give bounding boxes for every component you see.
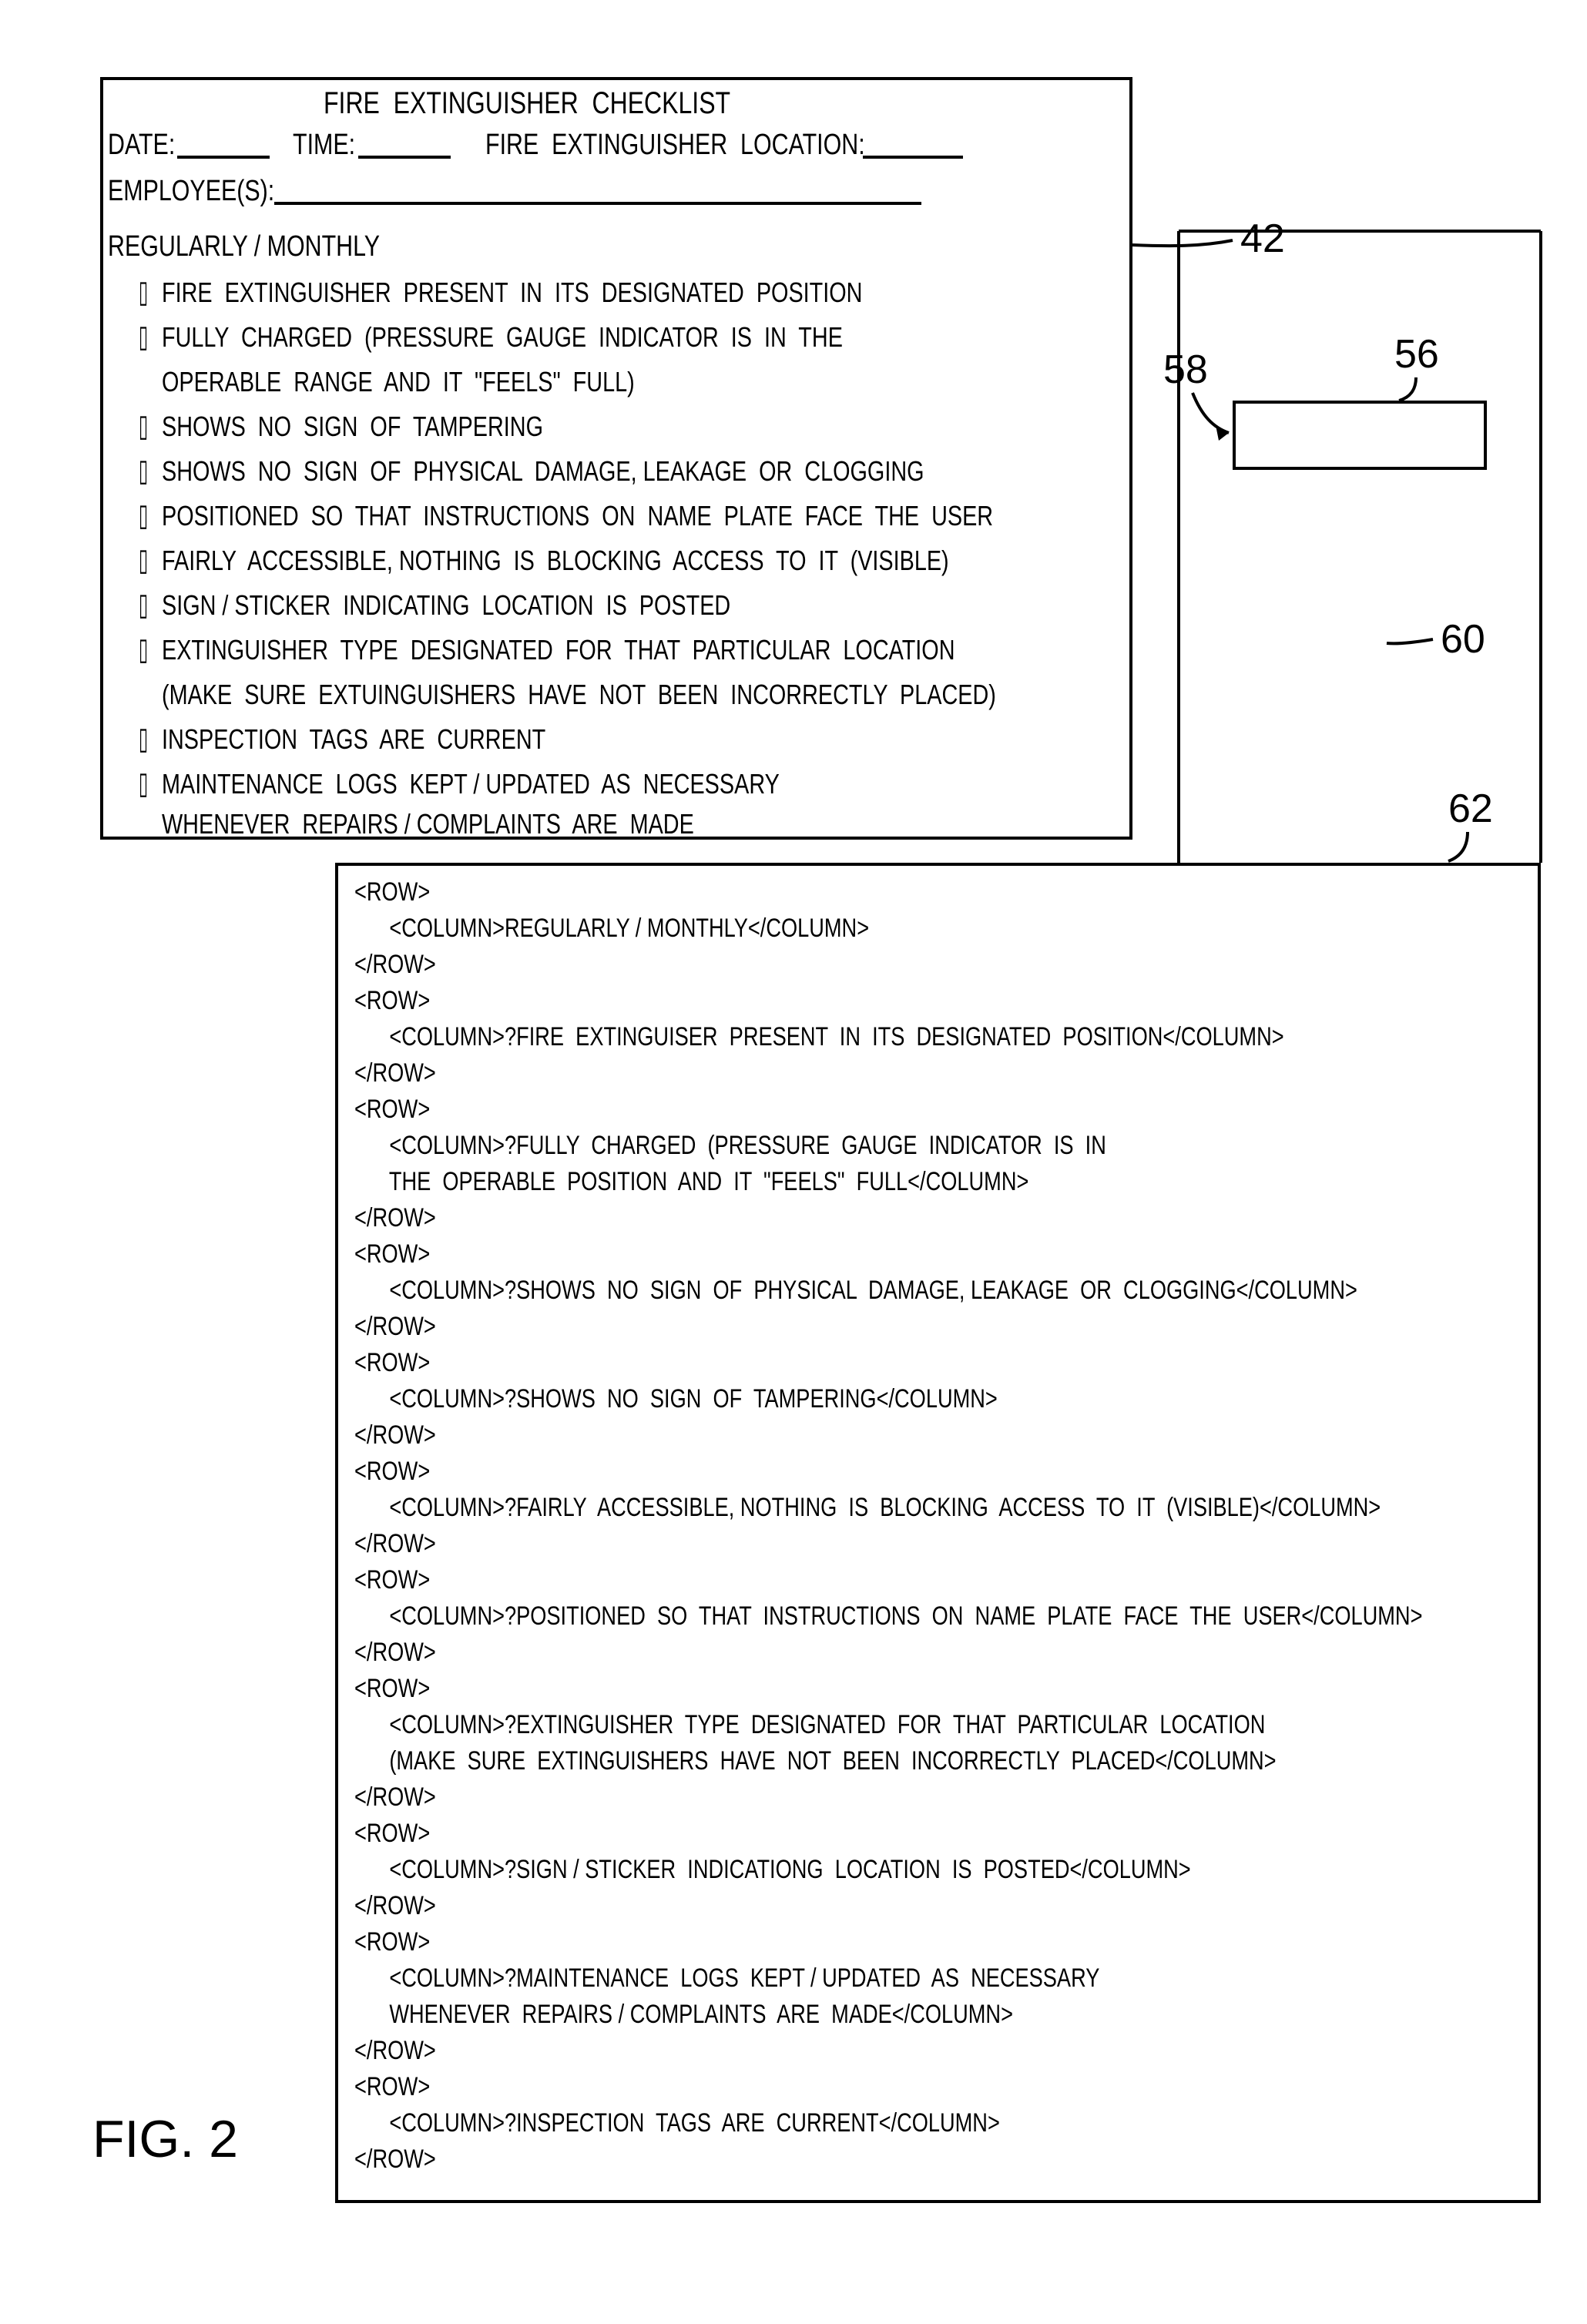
xml-line: <ROW>	[354, 1566, 430, 1595]
emp-line[interactable]	[274, 202, 921, 205]
checkbox-icon[interactable]: ▯	[139, 498, 148, 533]
callout-60: 60	[1441, 616, 1485, 662]
figure-label: FIG. 2	[92, 2111, 238, 2168]
time-label: TIME:	[293, 129, 355, 162]
xml-line: </ROW>	[354, 2037, 436, 2065]
check-item: FULLY CHARGED (PRESSURE GAUGE INDICATOR …	[162, 322, 843, 353]
section-label: REGULARLY / MONTHLY	[108, 231, 380, 263]
check-item: EXTINGUISHER TYPE DESIGNATED FOR THAT PA…	[162, 635, 955, 666]
xml-line: <ROW>	[354, 878, 430, 907]
xml-line: </ROW>	[354, 2145, 436, 2174]
side-box-56	[1233, 401, 1487, 470]
check-item: SHOWS NO SIGN OF TAMPERING	[162, 411, 543, 442]
check-item: MAINTENANCE LOGS KEPT / UPDATED AS NECES…	[162, 769, 780, 800]
xml-line: <ROW>	[354, 1457, 430, 1486]
xml-line: <COLUMN>REGULARLY / MONTHLY</COLUMN>	[354, 914, 869, 943]
xml-line: <COLUMN>?FAIRLY ACCESSIBLE, NOTHING IS B…	[354, 1494, 1381, 1522]
xml-line: <COLUMN>?INSPECTION TAGS ARE CURRENT</CO…	[354, 2109, 1000, 2138]
check-item-cont: WHENEVER REPAIRS / COMPLAINTS ARE MADE	[162, 809, 694, 840]
xml-line: <ROW>	[354, 1240, 430, 1269]
callout-56: 56	[1394, 331, 1439, 377]
xml-line: <COLUMN>?MAINTENANCE LOGS KEPT / UPDATED…	[354, 1964, 1099, 1993]
callout-42: 42	[1240, 216, 1285, 262]
checkbox-icon[interactable]: ▯	[139, 721, 148, 756]
xml-line: <COLUMN>?SHOWS NO SIGN OF PHYSICAL DAMAG…	[354, 1276, 1357, 1305]
loc-line[interactable]	[863, 156, 963, 159]
xml-line: <ROW>	[354, 987, 430, 1015]
date-line[interactable]	[177, 156, 270, 159]
loc-label: FIRE EXTINGUISHER LOCATION:	[485, 129, 865, 162]
xml-line: </ROW>	[354, 1204, 436, 1232]
xml-line: </ROW>	[354, 1059, 436, 1088]
xml-line: </ROW>	[354, 1530, 436, 1558]
checkbox-icon[interactable]: ▯	[139, 408, 148, 444]
xml-line: <COLUMN>?EXTINGUISHER TYPE DESIGNATED FO…	[354, 1711, 1265, 1739]
xml-line: <ROW>	[354, 1819, 430, 1848]
xml-line: <COLUMN>?SIGN / STICKER INDICATIONG LOCA…	[354, 1856, 1191, 1884]
xml-line: <COLUMN>?SHOWS NO SIGN OF TAMPERING</COL…	[354, 1385, 998, 1414]
xml-line: </ROW>	[354, 1892, 436, 1920]
check-item-cont: OPERABLE RANGE AND IT "FEELS" FULL)	[162, 367, 635, 397]
xml-line: </ROW>	[354, 1421, 436, 1450]
xml-line: <ROW>	[354, 1095, 430, 1124]
xml-line: (MAKE SURE EXTINGUISHERS HAVE NOT BEEN I…	[354, 1747, 1277, 1776]
xml-line: </ROW>	[354, 1638, 436, 1667]
xml-line: <ROW>	[354, 1675, 430, 1703]
time-line[interactable]	[358, 156, 451, 159]
checkbox-icon[interactable]: ▯	[139, 274, 148, 310]
checkbox-icon[interactable]: ▯	[139, 453, 148, 488]
check-item-cont: (MAKE SURE EXTUINGUISHERS HAVE NOT BEEN …	[162, 679, 996, 710]
checklist-title: FIRE EXTINGUISHER CHECKLIST	[324, 86, 730, 120]
checkbox-icon[interactable]: ▯	[139, 542, 148, 578]
emp-label: EMPLOYEE(S):	[108, 176, 274, 208]
check-item: FIRE EXTINGUISHER PRESENT IN ITS DESIGNA…	[162, 277, 862, 308]
checkbox-icon[interactable]: ▯	[139, 766, 148, 801]
xml-line: </ROW>	[354, 951, 436, 979]
checkbox-icon[interactable]: ▯	[139, 319, 148, 354]
xml-line: <ROW>	[354, 2073, 430, 2101]
check-item: SHOWS NO SIGN OF PHYSICAL DAMAGE, LEAKAG…	[162, 456, 924, 487]
xml-line: </ROW>	[354, 1313, 436, 1341]
xml-line: <COLUMN>?FIRE EXTINGUISER PRESENT IN ITS…	[354, 1023, 1284, 1051]
check-item: POSITIONED SO THAT INSTRUCTIONS ON NAME …	[162, 501, 993, 532]
xml-line: THE OPERABLE POSITION AND IT "FEELS" FUL…	[354, 1168, 1028, 1196]
xml-line: WHENEVER REPAIRS / COMPLAINTS ARE MADE</…	[354, 2000, 1013, 2029]
callout-58: 58	[1163, 347, 1208, 393]
date-label: DATE:	[108, 129, 175, 162]
xml-line: <ROW>	[354, 1349, 430, 1377]
callout-62: 62	[1448, 786, 1493, 832]
xml-line: <COLUMN>?FULLY CHARGED (PRESSURE GAUGE I…	[354, 1132, 1106, 1160]
xml-line: </ROW>	[354, 1783, 436, 1812]
check-item: INSPECTION TAGS ARE CURRENT	[162, 724, 545, 755]
xml-line: <COLUMN>?POSITIONED SO THAT INSTRUCTIONS…	[354, 1602, 1422, 1631]
check-item: SIGN / STICKER INDICATING LOCATION IS PO…	[162, 590, 730, 621]
checkbox-icon[interactable]: ▯	[139, 587, 148, 622]
check-item: FAIRLY ACCESSIBLE, NOTHING IS BLOCKING A…	[162, 545, 949, 576]
xml-line: <ROW>	[354, 1928, 430, 1957]
checkbox-icon[interactable]: ▯	[139, 632, 148, 667]
